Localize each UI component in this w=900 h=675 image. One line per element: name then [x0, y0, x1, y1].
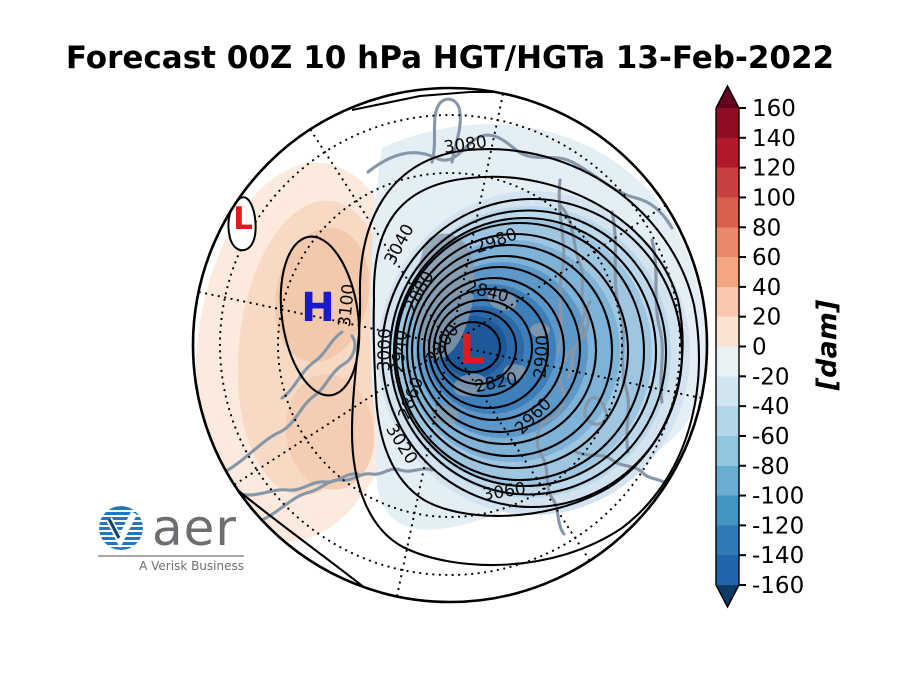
- contour-label-3100: 3100: [335, 283, 359, 328]
- colorbar-segment: [716, 316, 739, 347]
- contour-2880: [422, 276, 566, 422]
- marker-L: L: [459, 327, 485, 373]
- colorbar-tick-label: 160: [752, 96, 796, 122]
- contour-2840: [432, 298, 534, 398]
- coastline-baltic: [566, 300, 592, 380]
- colorbar-tick-labels: 160 140 120 100 80 60 40 20 0 -20 -40 -60 -80 -100 -12…: [752, 96, 804, 599]
- colorbar-tick-label: 20: [752, 305, 781, 331]
- contour-2980: [394, 221, 646, 482]
- contour-2960: [400, 232, 630, 470]
- contour-label-2900: 2900: [531, 334, 554, 379]
- aer-logo-tagline: A Verisk Business: [139, 559, 244, 573]
- contour-2940: [405, 243, 614, 458]
- colorbar-segment: [716, 137, 739, 168]
- colorbar-segment: [716, 108, 739, 138]
- colorbar-arrow-bottom: [716, 585, 739, 607]
- pressure-markers: L H L: [233, 201, 485, 373]
- colorbar-tick-label: 40: [752, 275, 781, 301]
- colorbar-segment: [716, 197, 739, 228]
- colorbar-segments: [716, 108, 739, 585]
- colorbar-arrow-top: [716, 86, 739, 108]
- colorbar-segment: [716, 346, 739, 377]
- colorbar-segment: [716, 555, 739, 585]
- colorbar-tick-label: 0: [752, 335, 767, 361]
- colorbar-tick-label: -20: [752, 364, 790, 390]
- colorbar-segment: [716, 286, 739, 317]
- colorbar-segment: [716, 525, 739, 556]
- coastline-scandinavia-europe: [535, 203, 590, 536]
- warm-anomaly-shading: [195, 162, 411, 542]
- coastline-bering: [238, 472, 360, 497]
- colorbar-tick-label: 140: [752, 126, 796, 152]
- colorbar-tick-label: 60: [752, 245, 781, 271]
- latitude-circle-inner: [277, 172, 623, 518]
- aer-logo-rule: [98, 555, 244, 557]
- colorbar-segment: [716, 495, 739, 526]
- map-boundary-circle: [191, 86, 709, 604]
- aer-logo: aer A Verisk Business: [98, 499, 244, 573]
- aer-logo-text: aer: [152, 499, 237, 557]
- contour-3020: [388, 209, 668, 496]
- contour-2820: [438, 309, 518, 386]
- colorbar-segment: [716, 227, 739, 258]
- chart-title: Forecast 00Z 10 hPa HGT/HGTa 13-Feb-2022: [65, 40, 835, 76]
- coastline-pacific-na: [280, 330, 344, 400]
- colorbar-tick-label: -140: [752, 543, 804, 569]
- colorbar: 160 140 120 100 80 60 40 20 0 -20 -40 -60 -80 -100 -12…: [715, 84, 843, 609]
- colorbar-tick-label: -60: [752, 424, 790, 450]
- contour-3000: [392, 216, 658, 488]
- aer-globe-icon: [99, 506, 143, 550]
- colorbar-tick-label: -100: [752, 484, 804, 510]
- contour-label-3000: 3000: [374, 328, 395, 372]
- contour-2920: [410, 254, 598, 446]
- contour-3100-high: [279, 235, 361, 397]
- contour-2860: [427, 287, 550, 410]
- marker-L: L: [233, 201, 253, 237]
- contour-3100-southwest: [224, 479, 371, 593]
- meridian-5: [396, 358, 448, 597]
- colorbar-segment: [716, 406, 739, 436]
- colorbar-segment: [716, 257, 739, 287]
- colorbar-tick-label: 100: [752, 185, 796, 211]
- warm-fill-core-north: [274, 227, 370, 363]
- colorbar-unit-label: [dam]: [812, 299, 843, 391]
- colorbar-segment: [716, 435, 739, 466]
- colorbar-tick-label: -120: [752, 513, 804, 539]
- meridian-1: [452, 93, 504, 332]
- contour-3060: [372, 175, 684, 517]
- colorbar-tick-label: -160: [752, 573, 804, 599]
- contour-2900: [416, 265, 582, 434]
- colorbar-tick-label: 80: [752, 215, 781, 241]
- colorbar-segment: [716, 167, 739, 198]
- colorbar-ticks: [739, 107, 746, 586]
- colorbar-segment: [716, 465, 739, 496]
- coastline-alaska: [226, 334, 357, 472]
- aer-logo-row: aer: [98, 499, 244, 557]
- contour-2800: [443, 320, 502, 374]
- marker-H: H: [301, 285, 334, 331]
- coastline-mediterranean: [574, 450, 670, 488]
- contour-low-islet: [227, 196, 257, 252]
- land-arctic-island-4: [431, 406, 459, 424]
- colorbar-tick-label: -80: [752, 454, 790, 480]
- coastline-taymyr: [430, 97, 462, 164]
- contour-3080: [350, 148, 700, 567]
- colorbar-tick-label: 120: [752, 156, 796, 182]
- colorbar-tick-label: -40: [752, 394, 790, 420]
- colorbar-segment: [716, 376, 739, 407]
- latitude-circle-outer: [219, 114, 681, 576]
- meridian-4: [457, 356, 591, 562]
- contour-label-2940: 2940: [388, 329, 412, 374]
